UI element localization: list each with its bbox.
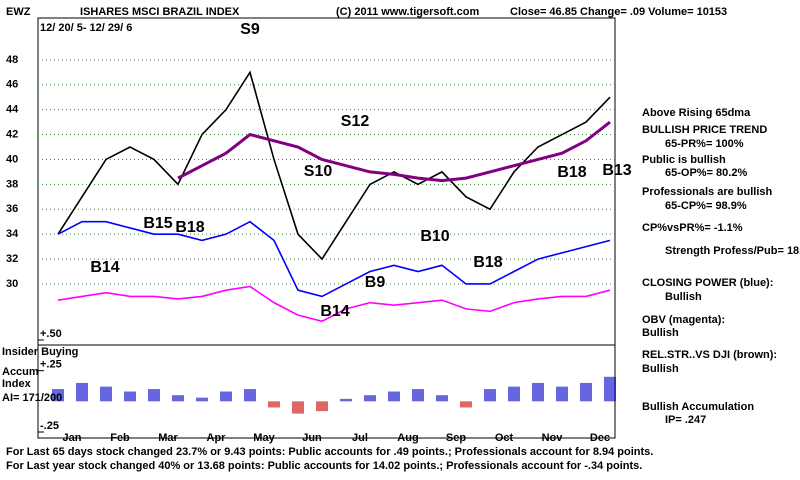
side-note: 65-CP%= 98.9% bbox=[665, 200, 747, 212]
signal-label: B13 bbox=[602, 162, 631, 179]
chart-title: ISHARES MSCI BRAZIL INDEX bbox=[80, 6, 240, 18]
y-tick-label: 48 bbox=[6, 54, 18, 66]
y-tick-label: 36 bbox=[6, 203, 18, 215]
x-tick-label: Mar bbox=[158, 432, 178, 444]
accum-bar bbox=[196, 397, 208, 402]
signal-label: S12 bbox=[341, 113, 370, 130]
series-line bbox=[57, 70, 611, 261]
x-tick-label: May bbox=[253, 432, 275, 444]
accum-bar bbox=[76, 382, 88, 402]
accum-bar bbox=[580, 382, 592, 402]
x-tick-label: Jun bbox=[302, 432, 322, 444]
side-note: CP%vsPR%= -1.1% bbox=[642, 222, 743, 234]
date-range: 12/ 20/ 5- 12/ 29/ 6 bbox=[40, 22, 132, 34]
y2-tick-label: -.25 bbox=[40, 420, 59, 432]
y-tick-label: 42 bbox=[6, 128, 18, 140]
accum-bar bbox=[148, 389, 160, 402]
side-note: REL.STR..VS DJI (brown): bbox=[642, 349, 777, 361]
x-tick-label: Nov bbox=[542, 432, 564, 444]
accum-bar bbox=[436, 395, 448, 402]
signal-label: S9 bbox=[240, 21, 260, 38]
side-note: Public is bullish bbox=[642, 154, 726, 166]
side-note: Bullish bbox=[642, 327, 679, 339]
x-tick-label: Oct bbox=[495, 432, 514, 444]
accum-bar bbox=[292, 401, 304, 414]
y-tick-label: 32 bbox=[6, 253, 18, 265]
side-note: BULLISH PRICE TREND bbox=[642, 124, 767, 136]
panel-label: Accum bbox=[2, 366, 39, 378]
accum-bar bbox=[244, 389, 256, 402]
x-tick-label: Sep bbox=[446, 432, 466, 444]
side-note: OBV (magenta): bbox=[642, 314, 725, 326]
side-note: Above Rising 65dma bbox=[642, 107, 751, 119]
accum-bar bbox=[388, 391, 400, 402]
accum-bar bbox=[268, 401, 280, 408]
side-note: CLOSING POWER (blue): bbox=[642, 277, 773, 289]
side-note: Bullish bbox=[665, 291, 702, 303]
x-tick-label: Feb bbox=[110, 432, 130, 444]
footer-line: For Last year stock changed 40% or 13.68… bbox=[6, 460, 642, 472]
accum-bar bbox=[172, 395, 184, 402]
side-note: 65-OP%= 80.2% bbox=[665, 167, 747, 179]
panel-label: AI= 171/200 bbox=[2, 392, 62, 404]
y-tick-label: 44 bbox=[6, 104, 19, 116]
x-tick-label: Apr bbox=[207, 432, 227, 444]
signal-label: B18 bbox=[473, 254, 502, 271]
footer-line: For Last 65 days stock changed 23.7% or … bbox=[6, 446, 653, 458]
accum-bar bbox=[124, 391, 136, 402]
accum-bar bbox=[604, 376, 616, 402]
accum-bar bbox=[220, 391, 232, 402]
accum-bar bbox=[508, 386, 520, 402]
accum-bar bbox=[484, 389, 496, 402]
x-tick-label: Aug bbox=[397, 432, 418, 444]
accum-bar bbox=[364, 395, 376, 402]
signal-label: B10 bbox=[420, 228, 449, 245]
panel-label: Insider Buying bbox=[2, 346, 78, 358]
signal-label: S10 bbox=[304, 163, 333, 180]
series-line bbox=[57, 220, 611, 298]
symbol: EWZ bbox=[6, 6, 31, 18]
y-tick-label: 30 bbox=[6, 278, 18, 290]
y2-tick-label: +.25 bbox=[40, 359, 62, 371]
signal-label: B18 bbox=[175, 219, 204, 236]
accum-bar bbox=[460, 401, 472, 408]
accum-bar bbox=[412, 389, 424, 402]
x-tick-label: Jul bbox=[352, 432, 368, 444]
accum-bar bbox=[532, 382, 544, 402]
side-note: Strength Profess/Pub= 18.2 bbox=[665, 245, 800, 257]
y-tick-label: 34 bbox=[6, 228, 19, 240]
signal-label: B18 bbox=[557, 164, 586, 181]
side-note: Professionals are bullish bbox=[642, 186, 772, 198]
signal-label: B15 bbox=[143, 215, 172, 232]
series-line bbox=[57, 285, 611, 323]
side-note: Bullish Accumulation bbox=[642, 401, 754, 413]
accum-bar bbox=[52, 389, 64, 402]
accum-bar bbox=[340, 398, 352, 402]
signal-label: B14 bbox=[320, 303, 349, 320]
series-line bbox=[177, 120, 611, 183]
accum-bar bbox=[316, 401, 328, 412]
plot-frame bbox=[37, 17, 616, 439]
x-tick-label: Jan bbox=[63, 432, 82, 444]
x-tick-label: Dec bbox=[590, 432, 610, 444]
signal-label: B14 bbox=[90, 259, 119, 276]
y-tick-label: 46 bbox=[6, 79, 18, 91]
side-note: IP= .247 bbox=[665, 414, 706, 426]
y2-tick-label: +.50 bbox=[40, 328, 62, 340]
quote: Close= 46.85 Change= .09 Volume= 10153 bbox=[510, 6, 727, 18]
signal-label: B9 bbox=[365, 274, 386, 291]
side-note: Bullish bbox=[642, 363, 679, 375]
side-note: 65-PR%= 100% bbox=[665, 138, 744, 150]
accum-bar bbox=[100, 386, 112, 402]
copyright: (C) 2011 www.tigersoft.com bbox=[336, 6, 479, 18]
accum-bar bbox=[556, 386, 568, 402]
y-tick-label: 38 bbox=[6, 178, 18, 190]
panel-label: Index bbox=[2, 378, 32, 390]
y-tick-label: 40 bbox=[6, 153, 18, 165]
